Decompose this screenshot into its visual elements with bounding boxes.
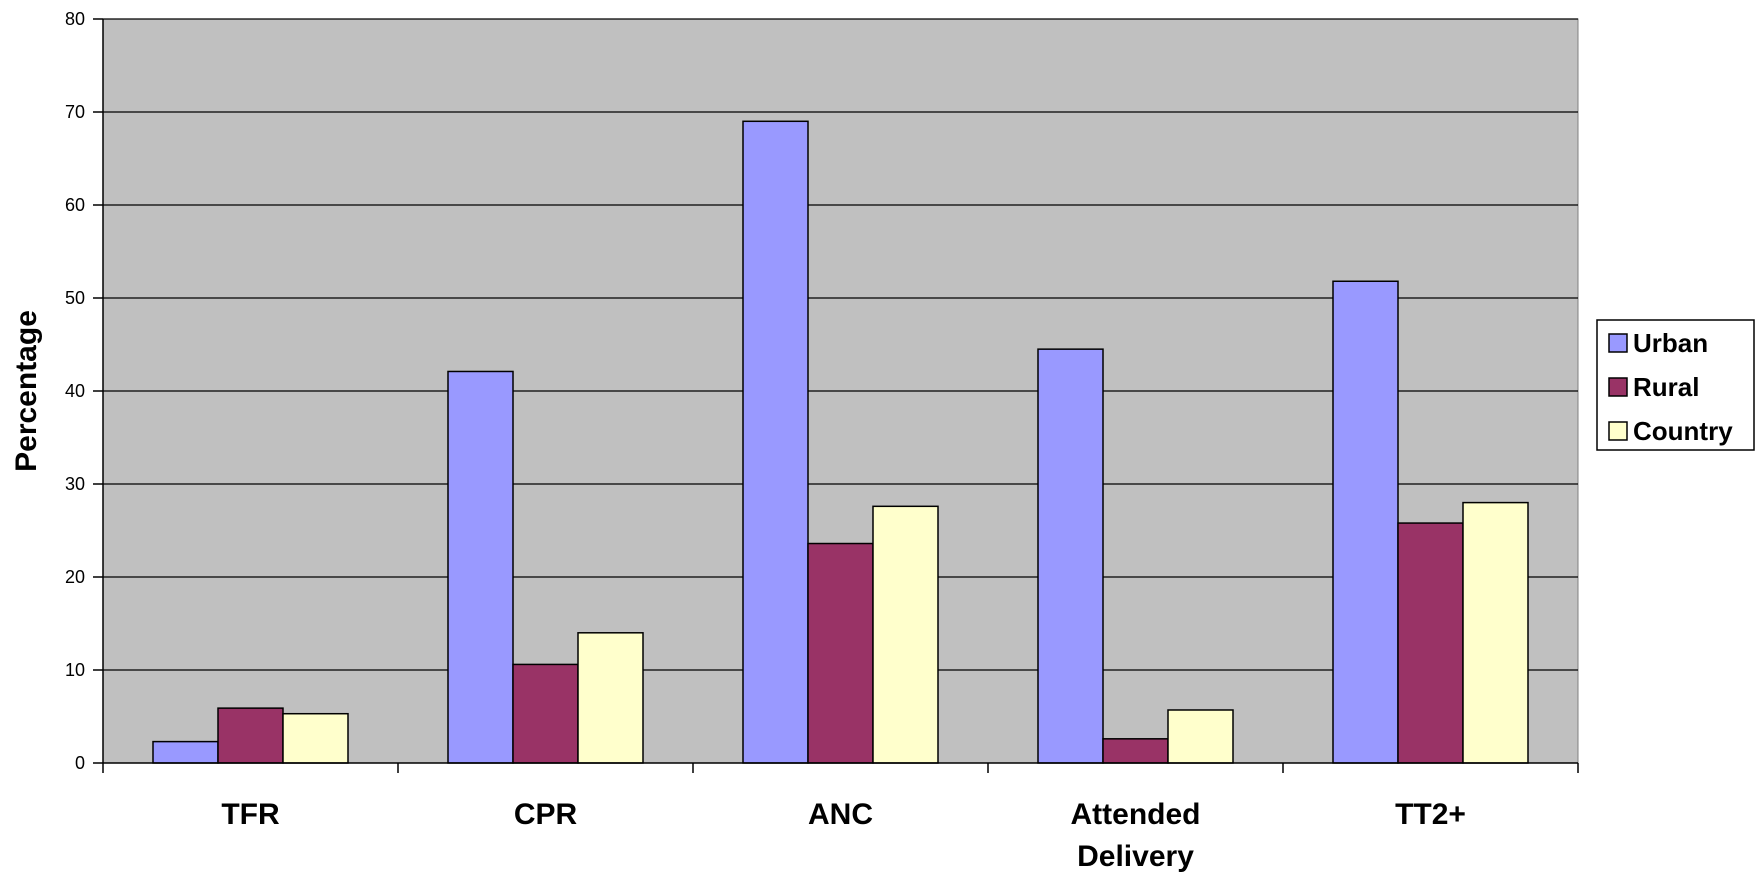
gridlines: [103, 18, 1578, 671]
bar-rural-0: [217, 707, 284, 764]
x-tick-label: TT2+: [1395, 798, 1466, 831]
y-tick-label: 30: [65, 474, 85, 494]
legend-swatch-country: [1608, 421, 1628, 441]
y-tick-label: 60: [65, 195, 85, 215]
x-tick-label: ANC: [808, 798, 873, 831]
bar-urban-4: [1332, 280, 1399, 764]
x-tick-label: TFR: [221, 798, 280, 831]
y-tick-label: 0: [75, 753, 85, 773]
y-tick-labels: 0 10 20 30 40 50 60 70 80: [65, 9, 103, 773]
y-tick-label: 40: [65, 381, 85, 401]
bar-rural-2: [807, 542, 874, 764]
legend-swatch-rural: [1608, 377, 1628, 397]
x-tick-labels: TFR CPR ANC Attended Delivery TT2+: [102, 763, 1579, 873]
x-tick-label: CPR: [514, 798, 578, 831]
bar-country-2: [872, 505, 939, 764]
bar-urban-2: [742, 120, 809, 764]
y-axis-title: Percentage: [10, 310, 43, 472]
bar-urban-1: [447, 370, 514, 764]
bar-country-1: [577, 632, 644, 764]
bar-rural-1: [512, 663, 579, 764]
legend-label-urban: Urban: [1633, 328, 1708, 358]
bar-country-0: [282, 712, 349, 764]
x-tick-label: Attended Delivery: [1071, 798, 1201, 873]
legend: Urban Rural Country: [1596, 319, 1755, 451]
bar-rural-3: [1102, 738, 1169, 764]
y-tick-label: 70: [65, 102, 85, 122]
legend-label-country: Country: [1633, 416, 1733, 446]
y-tick-label: 20: [65, 567, 85, 587]
bar-country-3: [1167, 709, 1234, 764]
legend-label-rural: Rural: [1633, 372, 1699, 402]
bar-urban-3: [1037, 348, 1104, 764]
bar-urban-0: [152, 740, 219, 764]
legend-swatch-urban: [1608, 333, 1628, 353]
y-tick-label: 80: [65, 9, 85, 29]
bar-country-4: [1462, 501, 1529, 764]
bar-rural-4: [1397, 522, 1464, 764]
y-tick-label: 10: [65, 660, 85, 680]
bars: [152, 120, 1529, 764]
y-tick-label: 50: [65, 288, 85, 308]
